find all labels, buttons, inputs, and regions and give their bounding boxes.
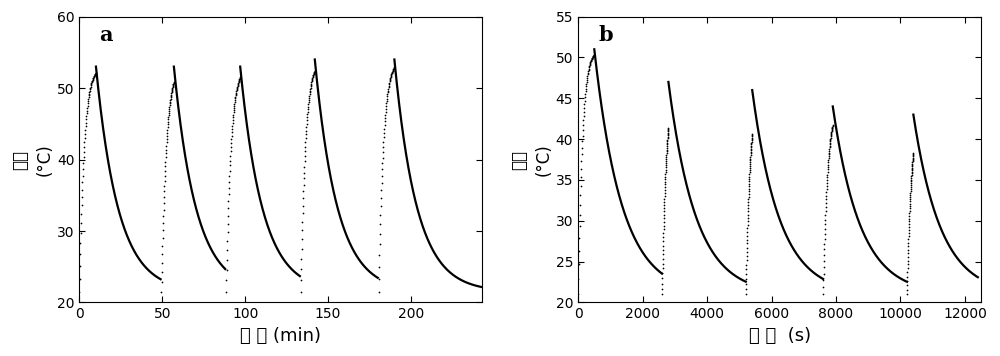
Text: b: b [598, 25, 613, 45]
Y-axis label: 温度
(°C): 温度 (°C) [11, 143, 54, 176]
Y-axis label: 温度
(°C): 温度 (°C) [510, 143, 553, 176]
X-axis label: 时 间 (min): 时 间 (min) [240, 327, 321, 345]
X-axis label: 时 间  (s): 时 间 (s) [749, 327, 811, 345]
Text: a: a [100, 25, 113, 45]
